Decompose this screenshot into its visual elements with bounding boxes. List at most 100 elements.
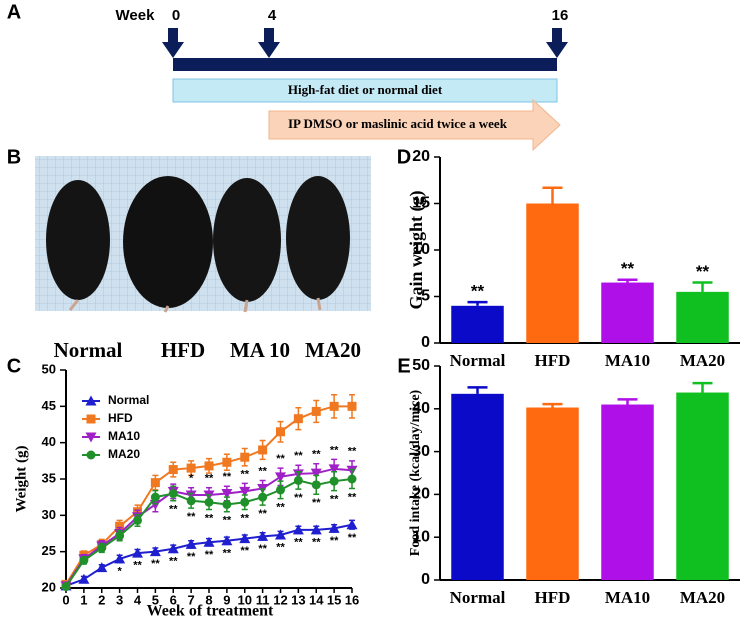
marker — [240, 497, 250, 507]
significance: ** — [312, 449, 321, 461]
week-label: 4 — [268, 7, 277, 24]
marker — [78, 573, 90, 584]
y-tick-label: 5 — [421, 288, 430, 305]
bar — [601, 404, 654, 580]
x-tick-label: MA20 — [680, 588, 725, 607]
x-tick-label: 8 — [205, 592, 212, 607]
significance: ** — [223, 471, 232, 483]
x-axis-label: Week of treatment — [147, 603, 274, 620]
significance: ** — [187, 551, 196, 563]
marker — [167, 543, 179, 554]
significance: ** — [276, 502, 285, 514]
significance: * — [189, 473, 194, 485]
error-bar — [467, 300, 488, 306]
panel-label: C — [7, 355, 21, 377]
marker — [115, 521, 125, 531]
marker — [346, 519, 358, 530]
significance: ** — [133, 560, 142, 572]
x-tick-label: 1 — [80, 592, 87, 607]
week-label: 16 — [552, 7, 569, 24]
y-tick-label: 20 — [412, 486, 430, 503]
x-tick-label: HFD — [535, 351, 571, 370]
y-tick-label: 0 — [421, 571, 430, 588]
x-tick-label: 13 — [291, 592, 305, 607]
significance: ** — [258, 508, 267, 520]
x-tick-label: HFD — [535, 588, 571, 607]
significance: ** — [294, 536, 303, 548]
treatment-label: IP DMSO or maslinic acid twice a week — [288, 116, 508, 131]
marker — [222, 457, 232, 467]
legend-label: MA10 — [108, 429, 140, 443]
marker — [275, 472, 286, 483]
y-tick-label: 10 — [412, 528, 430, 545]
marker — [222, 499, 232, 509]
significance: ** — [276, 453, 285, 465]
significance: ** — [312, 536, 321, 548]
bar — [676, 291, 729, 343]
marker — [329, 401, 339, 411]
y-tick-label: 20 — [412, 148, 430, 165]
marker — [311, 480, 321, 490]
significance: ** — [205, 549, 214, 561]
significance: ** — [294, 492, 303, 504]
marker — [276, 427, 285, 437]
marker — [149, 546, 161, 557]
marker — [85, 395, 97, 406]
x-tick-label: 6 — [170, 592, 177, 607]
marker — [347, 474, 357, 484]
significance: ** — [223, 547, 232, 559]
marker — [293, 475, 303, 485]
x-tick-label: MA20 — [680, 351, 725, 370]
significance: ** — [348, 491, 357, 503]
bar — [676, 392, 729, 580]
diet-label: High-fat diet or normal diet — [288, 82, 443, 97]
significance: ** — [258, 543, 267, 555]
significance: ** — [240, 468, 249, 480]
marker — [115, 531, 125, 541]
significance: ** — [205, 473, 214, 485]
marker — [168, 489, 178, 499]
y-tick-label: 40 — [412, 400, 430, 417]
x-tick-label: 11 — [256, 592, 270, 607]
marker — [276, 485, 285, 495]
marker — [239, 486, 251, 497]
significance: ** — [258, 465, 267, 477]
marker — [275, 529, 286, 540]
marker — [61, 582, 71, 592]
x-tick-label: 2 — [98, 592, 105, 607]
panel-label: B — [7, 146, 21, 168]
x-tick-label: MA10 — [605, 588, 650, 607]
photo-label: HFD — [161, 338, 205, 362]
significance: ** — [621, 259, 635, 278]
y-axis-label: Gain weight (g) — [406, 190, 427, 309]
marker — [96, 562, 108, 573]
error-bar — [692, 381, 713, 393]
x-tick-label: 5 — [152, 592, 159, 607]
treatment-arrow — [268, 98, 561, 152]
marker — [79, 555, 89, 565]
x-tick-label: 0 — [62, 592, 69, 607]
y-tick-label: 30 — [42, 507, 56, 522]
error-bar — [542, 186, 563, 204]
significance: ** — [240, 512, 249, 524]
x-tick-label: 3 — [116, 592, 123, 607]
marker — [310, 524, 322, 535]
panel-label: D — [397, 146, 411, 168]
x-tick-label: Normal — [450, 351, 506, 370]
legend-label: Normal — [108, 393, 149, 407]
x-tick-label: 9 — [223, 592, 230, 607]
legend-label: MA20 — [108, 447, 140, 461]
marker — [168, 465, 178, 475]
marker — [258, 492, 268, 502]
y-tick-label: 30 — [412, 443, 430, 460]
significance: ** — [294, 450, 303, 462]
marker — [257, 530, 269, 541]
bar — [451, 305, 504, 343]
marker — [114, 553, 126, 564]
error-bar — [617, 278, 638, 283]
x-tick-label: Normal — [450, 588, 506, 607]
error-bar — [617, 398, 638, 405]
marker — [186, 463, 196, 473]
bar — [526, 407, 579, 580]
diet-box — [172, 78, 558, 103]
